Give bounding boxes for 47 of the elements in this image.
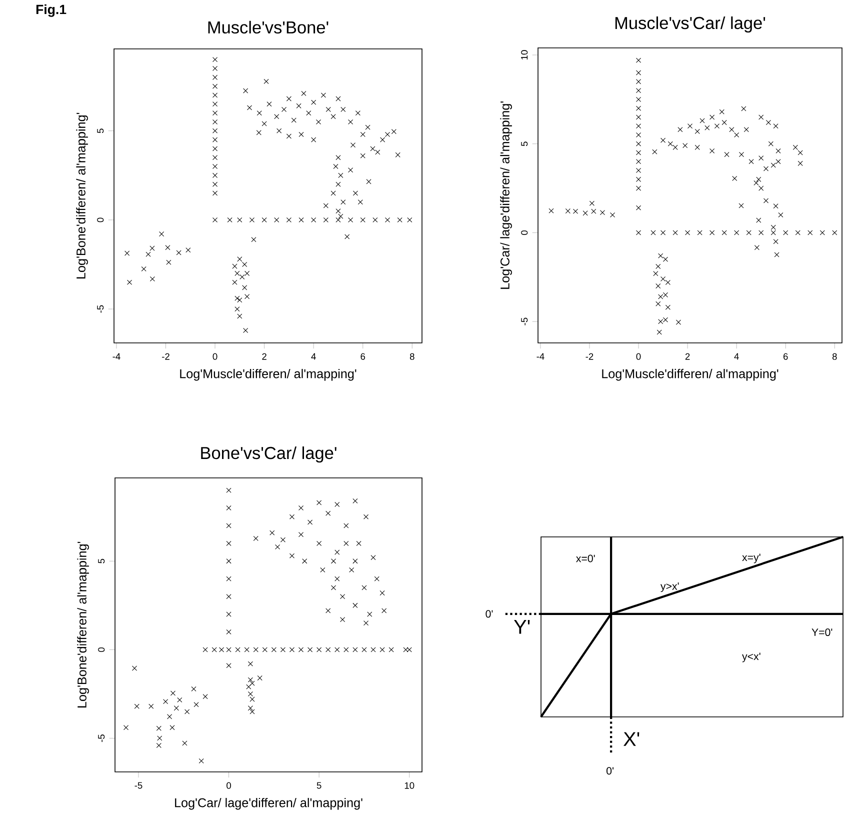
y-tick-label: -5 <box>521 318 528 326</box>
text: Y' <box>514 620 530 634</box>
text: X' <box>623 732 640 746</box>
x-tick-label: 0 <box>226 782 231 789</box>
x-tick-label: 2 <box>262 353 266 360</box>
y-tick-label: -5 <box>98 734 105 742</box>
chart-title: Bone'vs'Car/ lage' <box>201 446 336 463</box>
x-tick-label: 4 <box>734 353 739 360</box>
y-axis-title: Log'Bone'differen/ al'mapping' <box>77 542 89 708</box>
x-tick-label: -2 <box>586 353 594 360</box>
x-axis-title: Log'Car/ lage'differen/ al'mapping' <box>175 798 362 810</box>
text: y<x' <box>742 652 760 662</box>
y-tick-label: 0 <box>98 648 105 652</box>
y-tick-label: 10 <box>521 50 528 60</box>
text: x=y' <box>742 554 760 564</box>
x-tick-label: -2 <box>162 353 170 360</box>
x-tick-label: -5 <box>134 782 142 789</box>
x-tick-label: -4 <box>112 353 120 360</box>
x-tick-label: 8 <box>410 353 414 360</box>
x-tick-label: 4 <box>311 353 316 360</box>
x-tick-label: 6 <box>360 353 366 360</box>
x-axis-title: Log'Muscle'differen/ al'mapping' <box>180 369 356 381</box>
text: 0' <box>606 767 614 775</box>
y-axis-title: Log'Car/ lage'differen/ al'mapping' <box>500 102 512 289</box>
text: y>x' <box>660 582 679 592</box>
chart-title: Muscle'vs'Bone' <box>208 20 328 34</box>
x-tick-label: -4 <box>536 353 544 360</box>
text: x=0' <box>576 554 595 562</box>
x-tick-label: 8 <box>832 353 837 360</box>
y-axis-title: Log'Bone'differen/ al'mapping' <box>76 112 88 279</box>
x-tick-label: 5 <box>316 782 322 789</box>
x-tick-label: 0 <box>636 353 641 360</box>
x-tick-label: 2 <box>685 353 690 360</box>
x-tick-label: 10 <box>404 782 414 789</box>
y-tick-label: -5 <box>97 305 104 313</box>
x-tick-label: 6 <box>784 353 788 360</box>
y-tick-label: 0 <box>521 230 528 235</box>
x-axis-title: Log'Muscle'differen/ al'mapping' <box>602 368 778 381</box>
y-tick-label: 5 <box>98 558 105 564</box>
chart-title: Muscle'vs'Car/ lage' <box>615 16 766 33</box>
y-tick-label: 0 <box>97 218 104 222</box>
text: Fig.1 <box>36 4 66 17</box>
y-tick-label: 5 <box>521 142 528 146</box>
y-tick-label: 5 <box>97 128 104 134</box>
text: 0' <box>486 610 493 618</box>
text: Y=0' <box>812 628 832 636</box>
x-tick-label: 0 <box>212 353 218 360</box>
